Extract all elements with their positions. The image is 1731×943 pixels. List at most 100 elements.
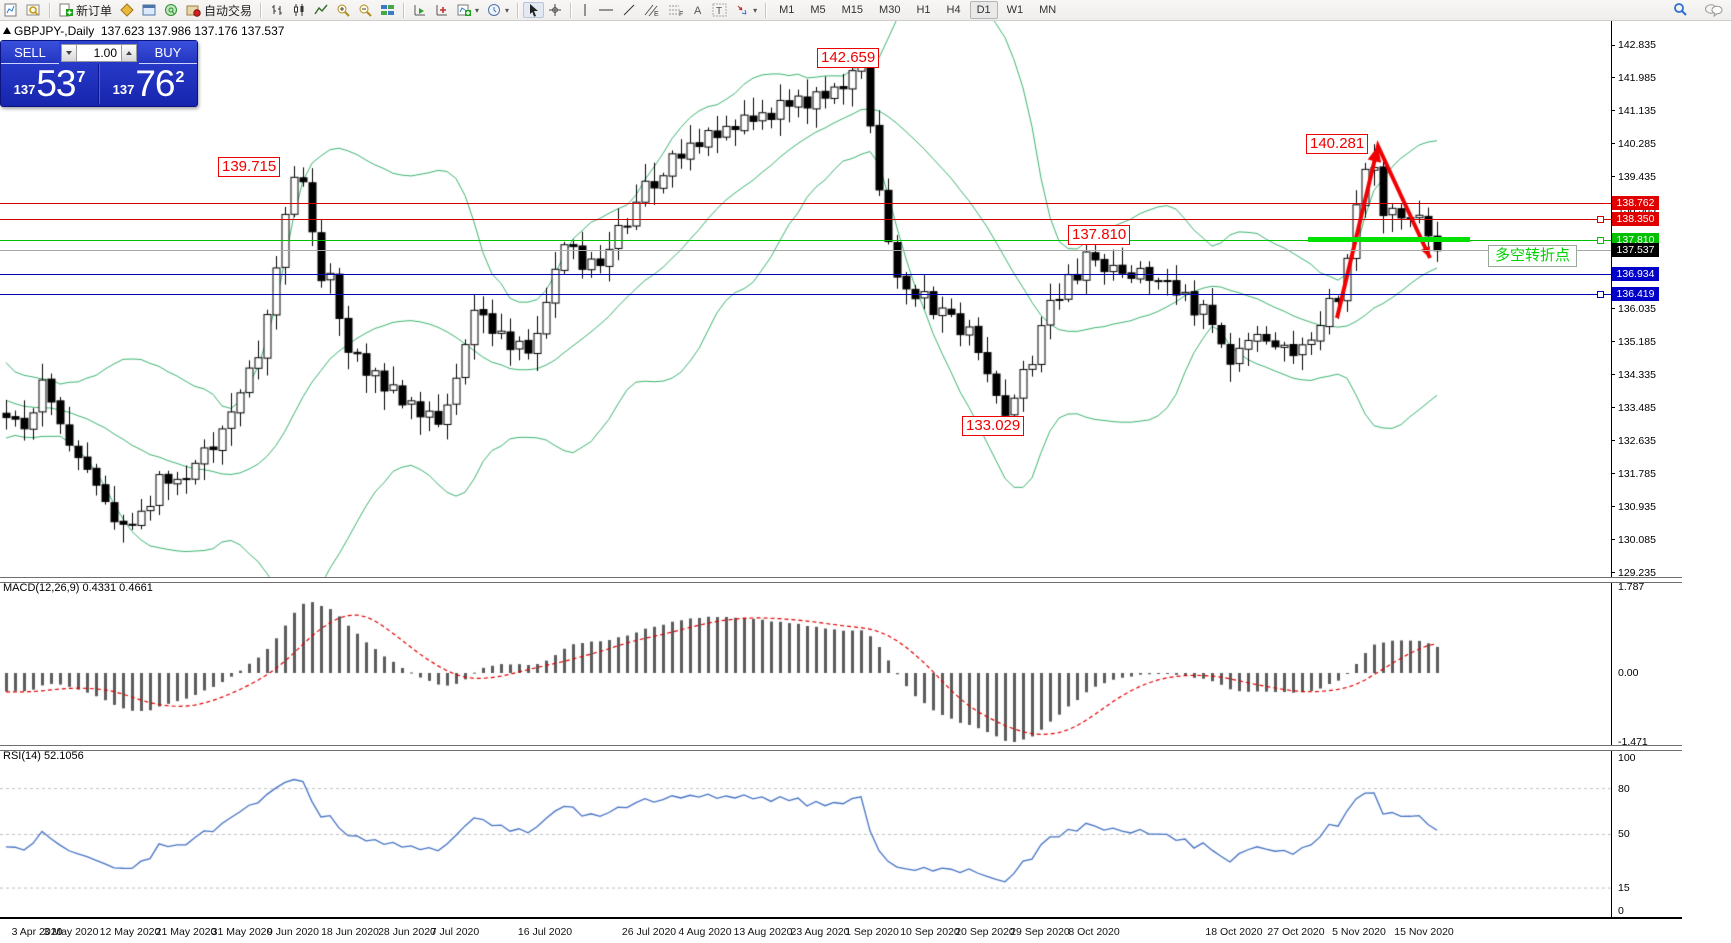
horizontal-line-tool-icon xyxy=(598,3,614,17)
level-line-138.350[interactable] xyxy=(0,219,1611,220)
period-selector-icon xyxy=(487,3,501,17)
search-button[interactable] xyxy=(1669,1,1692,18)
time-axis-line xyxy=(0,917,1682,919)
level-line-136.934[interactable] xyxy=(0,274,1611,275)
level-line-137.537[interactable] xyxy=(0,250,1611,251)
price-annotation-140.281[interactable]: 140.281 xyxy=(1306,134,1369,154)
macd-tick-label: 1.787 xyxy=(1618,581,1645,593)
terminal-window-button[interactable] xyxy=(138,2,160,18)
arrows-tool-caret-icon: ▾ xyxy=(753,5,758,15)
insert-indicators-caret-icon: ▾ xyxy=(475,5,480,15)
pivot-level-bar[interactable] xyxy=(1308,237,1470,242)
text-tool-button[interactable]: A xyxy=(688,2,708,18)
timeframe-d1[interactable]: D1 xyxy=(969,1,998,19)
arrows-tool-button[interactable]: ▾ xyxy=(731,2,761,18)
rsi-tick-label: 100 xyxy=(1618,752,1636,764)
trendline-tool-button[interactable] xyxy=(618,2,640,18)
buy-price[interactable]: 137 76 2 xyxy=(99,63,197,104)
new-chart-button[interactable] xyxy=(0,2,22,18)
trendline-tool-icon xyxy=(622,3,636,17)
horizontal-line-tool-button[interactable] xyxy=(594,2,618,18)
price-tick-mark xyxy=(1611,440,1615,441)
pane-separator-rsi[interactable] xyxy=(0,745,1682,751)
volume-increase-button[interactable] xyxy=(121,43,137,62)
volume-decrease-button[interactable] xyxy=(61,43,77,62)
timeframe-h1[interactable]: H1 xyxy=(916,4,931,16)
equidistant-channel-tool-button[interactable]: E xyxy=(640,2,664,18)
chart-profiles-button[interactable] xyxy=(22,2,45,18)
timeframe-m1[interactable]: M1 xyxy=(779,4,795,16)
bar-chart-mode-button[interactable] xyxy=(266,2,288,18)
price-tick-label: 130.085 xyxy=(1618,533,1656,546)
signals-button[interactable] xyxy=(160,2,182,18)
pane-separator-macd[interactable] xyxy=(0,577,1682,583)
chart-shift-button[interactable] xyxy=(431,2,453,18)
sell-button[interactable]: SELL xyxy=(1,41,59,64)
price-tag-136.934: 136.934 xyxy=(1612,267,1659,281)
line-chart-mode-button[interactable] xyxy=(310,2,332,18)
bar-chart-mode-icon xyxy=(270,3,284,17)
text-label-tool-button[interactable]: T xyxy=(708,2,731,18)
price-tick-mark xyxy=(1611,374,1615,375)
zoom-in-button[interactable] xyxy=(332,2,354,18)
new-order-button[interactable]: 新订单 xyxy=(55,1,116,20)
date-label: 18 Jun 2020 xyxy=(321,926,379,938)
crosshair-tool-button[interactable] xyxy=(544,2,566,18)
metaeditor-button[interactable] xyxy=(116,2,138,18)
price-tick-mark xyxy=(1611,143,1615,144)
insert-indicators-icon xyxy=(457,3,472,17)
level-line-137.810[interactable] xyxy=(0,240,1611,241)
date-label: 13 Aug 2020 xyxy=(733,926,793,938)
new-order-label: 新订单 xyxy=(76,3,113,18)
line-handle[interactable] xyxy=(1597,237,1604,244)
price-annotation-137.810[interactable]: 137.810 xyxy=(1068,225,1131,245)
insert-indicators-button[interactable]: ▾ xyxy=(453,2,483,18)
timeframe-m30[interactable]: M30 xyxy=(879,4,901,16)
line-handle[interactable] xyxy=(1597,216,1604,223)
autotrading-button[interactable]: 自动交易 xyxy=(182,1,256,20)
price-tick-mark xyxy=(1611,176,1615,177)
period-selector-button[interactable]: ▾ xyxy=(483,2,513,18)
volume-input[interactable]: 1.00 xyxy=(77,43,121,62)
sell-price-figure: 137 xyxy=(13,82,36,97)
tile-windows-button[interactable] xyxy=(376,2,399,18)
price-tick-label: 142.835 xyxy=(1618,39,1656,51)
line-handle[interactable] xyxy=(1597,291,1604,298)
timeframe-w1[interactable]: W1 xyxy=(1006,4,1024,16)
new-order-icon xyxy=(59,3,73,17)
cursor-tool-button[interactable] xyxy=(523,2,545,18)
text-tool-icon: A xyxy=(692,3,704,17)
volume-control: 1.00 xyxy=(59,41,139,64)
buy-button[interactable]: BUY xyxy=(139,41,197,64)
pivot-note-label[interactable]: 多空转折点 xyxy=(1488,245,1578,267)
price-annotation-133.029[interactable]: 133.029 xyxy=(962,416,1025,436)
toolbar-group-0 xyxy=(0,0,45,20)
zoom-out-button[interactable] xyxy=(354,2,376,18)
metaeditor-icon xyxy=(120,3,134,17)
date-label: 18 Oct 2020 xyxy=(1205,926,1263,938)
price-annotation-139.715[interactable]: 139.715 xyxy=(218,157,281,177)
arrows-tool-icon xyxy=(735,3,749,17)
price-tick-label: 134.335 xyxy=(1618,368,1656,381)
timeframe-m5[interactable]: M5 xyxy=(810,4,826,16)
sell-price[interactable]: 137 53 7 xyxy=(1,63,99,104)
community-chat-button[interactable] xyxy=(1700,2,1727,18)
vertical-line-tool-button[interactable] xyxy=(576,2,594,18)
crosshair-tool-icon xyxy=(548,3,562,17)
level-line-136.419[interactable] xyxy=(0,294,1611,295)
timeframe-mn[interactable]: MN xyxy=(1039,4,1057,16)
fibonacci-tool-button[interactable]: F xyxy=(664,2,688,18)
level-line-138.762[interactable] xyxy=(0,203,1611,204)
date-label: 20 Sep 2020 xyxy=(955,926,1015,938)
buy-price-big: 76 xyxy=(135,63,175,104)
price-annotation-142.659[interactable]: 142.659 xyxy=(817,48,880,68)
timeframe-m15[interactable]: M15 xyxy=(841,4,864,16)
candlestick-mode-icon xyxy=(292,3,306,17)
price-tick-mark xyxy=(1611,572,1615,573)
timeframe-h4[interactable]: H4 xyxy=(946,4,961,16)
auto-scroll-button[interactable] xyxy=(409,2,431,18)
price-tag-138.762: 138.762 xyxy=(1612,196,1659,210)
candlestick-mode-button[interactable] xyxy=(288,2,310,18)
price-tick-label: 139.435 xyxy=(1618,170,1656,183)
